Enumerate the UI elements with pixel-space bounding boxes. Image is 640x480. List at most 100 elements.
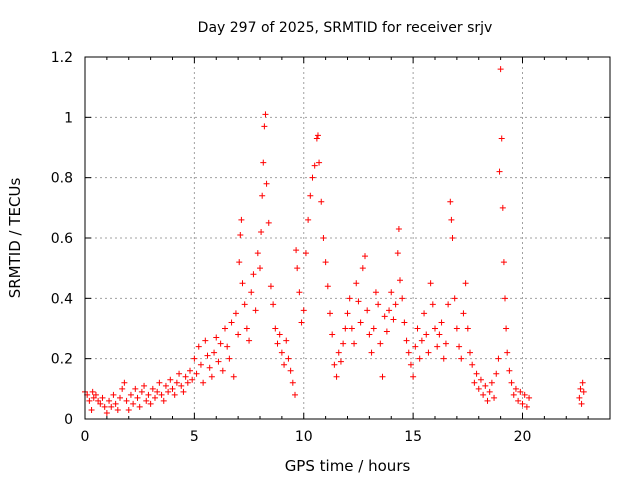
data-point: [359, 265, 366, 272]
data-point: [416, 355, 423, 362]
data-point: [421, 310, 428, 317]
data-point: [232, 310, 239, 317]
data-point: [579, 379, 586, 386]
y-tick-label: 1: [64, 110, 73, 126]
data-point: [488, 379, 495, 386]
data-point: [302, 250, 309, 257]
data-point: [237, 231, 244, 238]
data-point: [392, 301, 399, 308]
data-point: [403, 337, 410, 344]
data-point: [110, 391, 117, 398]
data-point: [515, 397, 522, 404]
data-point: [258, 228, 265, 235]
data-point: [152, 394, 158, 401]
data-point: [230, 373, 237, 380]
data-point: [257, 265, 263, 272]
data-point: [342, 325, 349, 332]
data-point: [101, 403, 108, 410]
data-point: [143, 397, 150, 404]
data-point: [167, 376, 174, 383]
data-point: [340, 340, 347, 347]
data-point: [462, 280, 469, 287]
data-point: [262, 111, 269, 118]
data-point: [436, 331, 443, 338]
data-point: [260, 159, 267, 166]
data-point: [496, 168, 503, 175]
data-point: [405, 349, 412, 356]
data-point: [274, 340, 281, 347]
data-point: [296, 289, 303, 296]
data-point: [121, 379, 128, 386]
data-points: [82, 66, 587, 416]
data-point: [197, 361, 204, 368]
data-point: [495, 355, 502, 362]
data-point: [429, 301, 436, 308]
data-point: [467, 349, 473, 356]
data-point: [267, 283, 274, 290]
data-point: [506, 367, 513, 374]
data-point: [442, 340, 449, 347]
data-point: [89, 388, 96, 395]
data-point: [222, 325, 228, 332]
data-point: [519, 400, 526, 407]
data-point: [281, 361, 288, 368]
data-point: [482, 382, 489, 389]
data-point: [449, 235, 456, 241]
data-point: [475, 385, 482, 392]
data-point: [182, 373, 189, 380]
data-point: [238, 216, 245, 223]
data-point: [259, 192, 266, 199]
x-tick-label: 20: [514, 429, 532, 445]
data-point: [453, 325, 460, 332]
data-point: [195, 343, 202, 350]
data-point: [313, 135, 320, 142]
data-point: [486, 388, 493, 395]
data-point: [145, 391, 152, 398]
data-point: [293, 247, 300, 254]
data-point: [141, 382, 148, 389]
data-point: [160, 397, 167, 404]
data-point: [512, 385, 519, 392]
data-point: [130, 400, 137, 407]
data-point: [287, 367, 294, 374]
y-tick-label: 0.2: [51, 352, 73, 368]
data-point: [211, 349, 218, 356]
data-point: [576, 394, 583, 401]
data-point: [390, 316, 397, 323]
data-point: [156, 379, 163, 386]
data-point: [289, 379, 296, 386]
data-point: [246, 337, 253, 344]
data-point: [171, 391, 178, 398]
data-point: [503, 325, 510, 332]
data-point: [270, 301, 277, 308]
data-point: [484, 397, 491, 404]
data-point: [331, 361, 338, 368]
data-point: [473, 370, 480, 377]
data-point: [114, 406, 121, 413]
data-point: [228, 319, 235, 326]
data-point: [189, 376, 196, 383]
data-point: [309, 174, 316, 181]
data-point: [320, 235, 327, 241]
data-point: [219, 367, 226, 374]
data-point: [300, 307, 307, 314]
data-point: [178, 382, 185, 389]
data-point: [99, 394, 106, 401]
data-point: [456, 343, 463, 350]
data-point: [335, 349, 342, 356]
data-point: [283, 337, 290, 344]
data-point: [480, 391, 487, 398]
data-point: [217, 340, 224, 347]
data-point: [202, 337, 209, 344]
data-point: [250, 271, 257, 278]
data-point: [508, 379, 515, 386]
data-point: [458, 355, 465, 362]
data-point: [344, 310, 351, 317]
data-point: [440, 355, 447, 362]
data-point: [149, 385, 156, 392]
data-point: [337, 358, 344, 365]
data-point: [180, 388, 187, 395]
data-point: [208, 373, 215, 380]
data-point: [427, 280, 434, 287]
y-tick-label: 0.8: [51, 171, 73, 187]
